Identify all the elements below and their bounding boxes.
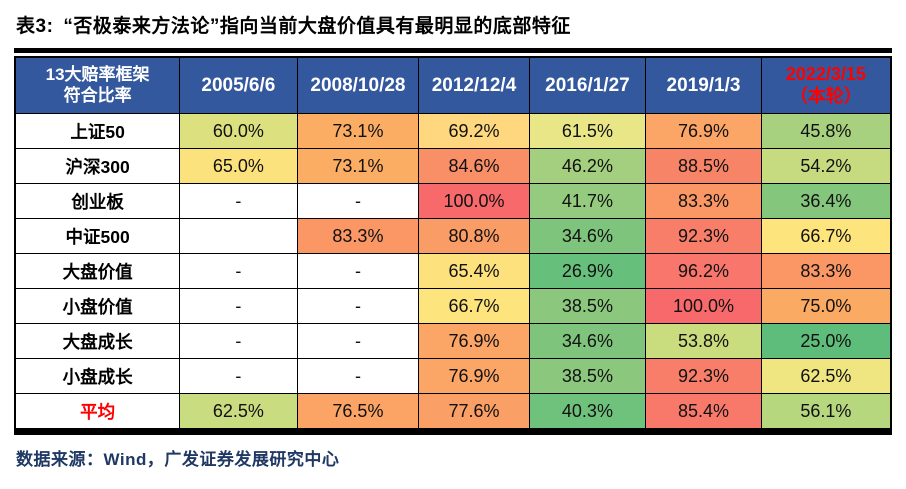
column-header: 2019/1/3 bbox=[645, 56, 762, 114]
table-cell: 77.6% bbox=[418, 393, 530, 430]
table-cell: - bbox=[296, 358, 420, 394]
table-cell: - bbox=[179, 253, 298, 289]
table-row: 小盘价值 - -66.7% 38.5% 100.0% 75.0% bbox=[14, 288, 892, 324]
table-cell: 83.3% bbox=[296, 218, 420, 254]
figure-title-text: “否极泰来方法论”指向当前大盘价值具有最明显的底部特征 bbox=[63, 16, 571, 37]
table-row: 创业板 - -100.0% 41.7% 83.3% 36.4% bbox=[14, 183, 892, 219]
table-cell: 61.5% bbox=[528, 113, 647, 149]
table-row: 大盘成长 - -76.9% 34.6% 53.8% 25.0% bbox=[14, 323, 892, 359]
column-header: 2012/12/4 bbox=[418, 56, 530, 114]
table-cell: 69.2% bbox=[418, 113, 530, 149]
table-cell: 38.5% bbox=[528, 358, 647, 394]
title-divider-rule bbox=[14, 48, 892, 53]
table-cell: 75.0% bbox=[760, 288, 892, 324]
column-header: 2005/6/6 bbox=[179, 56, 298, 114]
table-cell bbox=[179, 218, 298, 254]
row-label: 上证50 bbox=[14, 113, 181, 149]
table-cell: 76.5% bbox=[296, 393, 420, 430]
table-cell: 34.6% bbox=[528, 323, 647, 359]
table-cell: 100.0% bbox=[418, 183, 530, 219]
table-cell: 76.9% bbox=[418, 358, 530, 394]
odds-framework-table: 13大赔率框架 符合比率 2005/6/6 2008/10/28 2012/12/4 2… bbox=[14, 56, 892, 430]
table-row: 小盘成长 - -76.9% 38.5% 92.3% 62.5% bbox=[14, 358, 892, 394]
table-row: 大盘价值 - -65.4% 26.9% 96.2% 83.3% bbox=[14, 253, 892, 289]
table-cell: 65.4% bbox=[418, 253, 530, 289]
table-cell: - bbox=[296, 323, 420, 359]
report-figure: 表3: “否极泰来方法论”指向当前大盘价值具有最明显的底部特征 13大赔率框架 符… bbox=[14, 0, 892, 470]
table-cell: 73.1% bbox=[296, 148, 420, 184]
table-cell: 46.2% bbox=[528, 148, 647, 184]
table-cell: 66.7% bbox=[418, 288, 530, 324]
table-cell: - bbox=[296, 253, 420, 289]
table-cell: 92.3% bbox=[645, 218, 762, 254]
table-cell: 76.9% bbox=[645, 113, 762, 149]
table-cell: 41.7% bbox=[528, 183, 647, 219]
table-cell: 96.2% bbox=[645, 253, 762, 289]
table-cell: 40.3% bbox=[528, 393, 647, 430]
table-row: 沪深300 65.0% 73.1% 84.6% 46.2% 88.5% 54.2% bbox=[14, 148, 892, 184]
table-cell: 34.6% bbox=[528, 218, 647, 254]
table-cell: 25.0% bbox=[760, 323, 892, 359]
table-cell: - bbox=[296, 288, 420, 324]
table-cell: 60.0% bbox=[179, 113, 298, 149]
table-cell: 92.3% bbox=[645, 358, 762, 394]
table-cell: 83.3% bbox=[645, 183, 762, 219]
row-label: 大盘成长 bbox=[14, 323, 181, 359]
figure-number: 表3: bbox=[16, 16, 54, 37]
table-cell: - bbox=[179, 183, 298, 219]
table-body: 上证50 60.0% 73.1% 69.2% 61.5% 76.9% 45.8% 沪深300 6… bbox=[14, 113, 892, 430]
column-header: 2008/10/28 bbox=[296, 56, 420, 114]
table-cell: 45.8% bbox=[760, 113, 892, 149]
table-cell: 53.8% bbox=[645, 323, 762, 359]
table-cell: 100.0% bbox=[645, 288, 762, 324]
table-row: 平均 62.5% 76.5% 77.6% 40.3% 85.4% 56.1% bbox=[14, 393, 892, 430]
table-cell: 73.1% bbox=[296, 113, 420, 149]
table-cell: 26.9% bbox=[528, 253, 647, 289]
table-cell: 36.4% bbox=[760, 183, 892, 219]
row-label: 平均 bbox=[14, 393, 181, 430]
header-row: 13大赔率框架 符合比率 2005/6/6 2008/10/28 2012/12/4 2… bbox=[14, 56, 892, 114]
table-row: 上证50 60.0% 73.1% 69.2% 61.5% 76.9% 45.8% bbox=[14, 113, 892, 149]
row-label: 中证500 bbox=[14, 218, 181, 254]
table-cell: 38.5% bbox=[528, 288, 647, 324]
table-cell: 56.1% bbox=[760, 393, 892, 430]
table-cell: 84.6% bbox=[418, 148, 530, 184]
row-label: 小盘价值 bbox=[14, 288, 181, 324]
row-label: 沪深300 bbox=[14, 148, 181, 184]
figure-title: 表3: “否极泰来方法论”指向当前大盘价值具有最明显的底部特征 bbox=[16, 11, 892, 38]
row-label: 创业板 bbox=[14, 183, 181, 219]
table-row: 中证500 83.3% 80.8% 34.6% 92.3% 66.7% bbox=[14, 218, 892, 254]
column-header: 2016/1/27 bbox=[528, 56, 647, 114]
table-cell: 66.7% bbox=[760, 218, 892, 254]
table-cell: 62.5% bbox=[179, 393, 298, 430]
table-cell: 54.2% bbox=[760, 148, 892, 184]
table-cell: - bbox=[179, 323, 298, 359]
table-cell: 88.5% bbox=[645, 148, 762, 184]
table-cell: - bbox=[179, 288, 298, 324]
column-header: 2022/3/15 （本轮） bbox=[760, 56, 892, 114]
data-source-note: 数据来源：Wind，广发证券发展研究中心 bbox=[16, 450, 340, 469]
table-cell: 65.0% bbox=[179, 148, 298, 184]
row-label: 小盘成长 bbox=[14, 358, 181, 394]
corner-header: 13大赔率框架 符合比率 bbox=[14, 56, 181, 114]
table-cell: 85.4% bbox=[645, 393, 762, 430]
table-cell: 76.9% bbox=[418, 323, 530, 359]
table-cell: - bbox=[296, 183, 420, 219]
table-cell: 80.8% bbox=[418, 218, 530, 254]
row-label: 大盘价值 bbox=[14, 253, 181, 289]
table-cell: - bbox=[179, 358, 298, 394]
bottom-divider-rule bbox=[14, 430, 892, 435]
table-cell: 62.5% bbox=[760, 358, 892, 394]
table-cell: 83.3% bbox=[760, 253, 892, 289]
